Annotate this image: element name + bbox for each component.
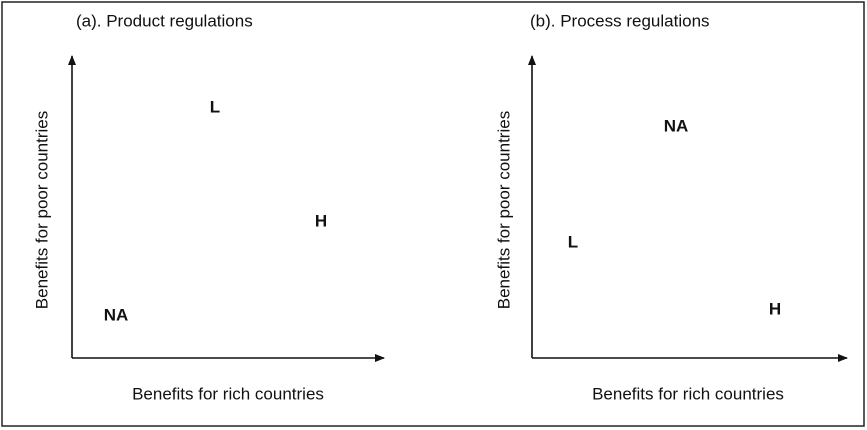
panel-a: (a). Product regulations Benefits for po… [32, 11, 385, 403]
point-label: L [568, 232, 578, 251]
panel-title: (a). Product regulations [76, 11, 253, 30]
point-label: H [315, 211, 327, 230]
point-label: H [769, 299, 781, 318]
panel-b: (b). Process regulations Benefits for po… [494, 11, 848, 403]
panel-title: (b). Process regulations [530, 11, 710, 30]
x-axis-label: Benefits for rich countries [592, 384, 784, 403]
x-axis-label: Benefits for rich countries [132, 384, 324, 403]
y-axis-label: Benefits for poor countries [494, 111, 513, 309]
y-axis-label: Benefits for poor countries [32, 111, 51, 309]
point-label: L [210, 97, 220, 116]
point-label: NA [664, 116, 689, 135]
point-label: NA [104, 305, 129, 324]
